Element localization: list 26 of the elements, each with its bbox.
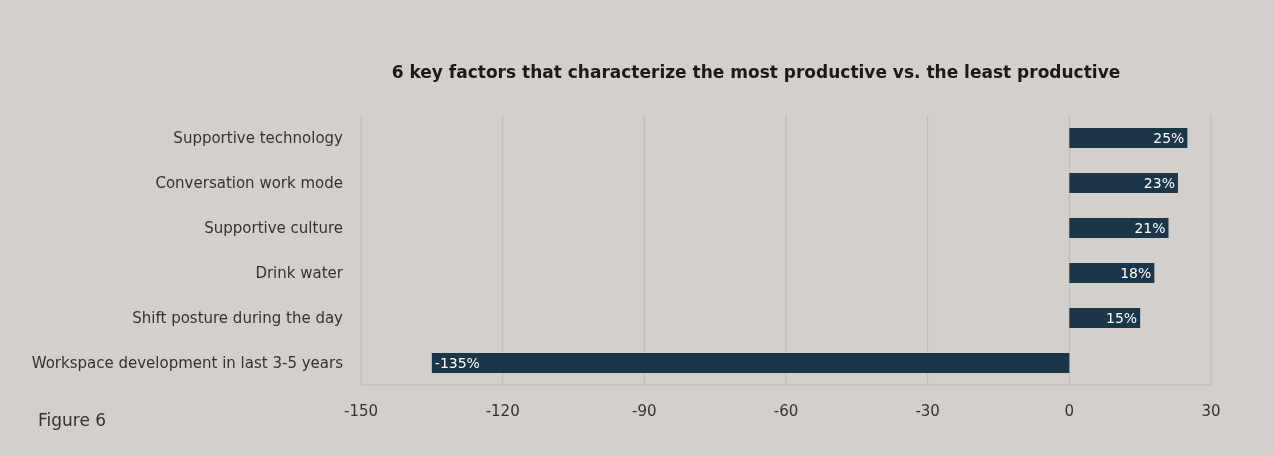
x-tick-label: 30 xyxy=(1201,401,1221,420)
y-tick-label: Supportive culture xyxy=(204,218,343,237)
bar xyxy=(1069,263,1155,283)
x-tick-label: 0 xyxy=(1064,401,1075,420)
x-tick-label: -120 xyxy=(485,401,520,420)
data-label: 18% xyxy=(1120,264,1152,281)
x-tick-label: -90 xyxy=(632,401,657,420)
y-tick-label: Conversation work mode xyxy=(155,173,343,192)
y-tick-label: Drink water xyxy=(255,263,344,282)
chart-title: 6 key factors that characterize the most productive vs. the least productive xyxy=(390,62,1122,82)
y-tick-label: Workspace development in last 3-5 years xyxy=(31,353,344,372)
data-label: 25% xyxy=(1153,129,1185,146)
bar xyxy=(1069,218,1169,238)
data-label: 23% xyxy=(1143,174,1175,191)
y-tick-label: Shift posture during the day xyxy=(132,308,344,327)
data-label: 21% xyxy=(1134,219,1166,236)
x-tick-label: -60 xyxy=(773,401,799,420)
data-label: -135% xyxy=(434,354,480,371)
data-label: 15% xyxy=(1106,309,1138,326)
x-tick-label: -30 xyxy=(915,401,940,420)
y-tick-label: Supportive technology xyxy=(173,128,344,147)
bar xyxy=(1069,173,1178,193)
bar xyxy=(431,353,1070,373)
bar xyxy=(1069,128,1188,148)
x-tick-label: -150 xyxy=(343,401,379,420)
caption: Figure 6 xyxy=(38,410,107,430)
